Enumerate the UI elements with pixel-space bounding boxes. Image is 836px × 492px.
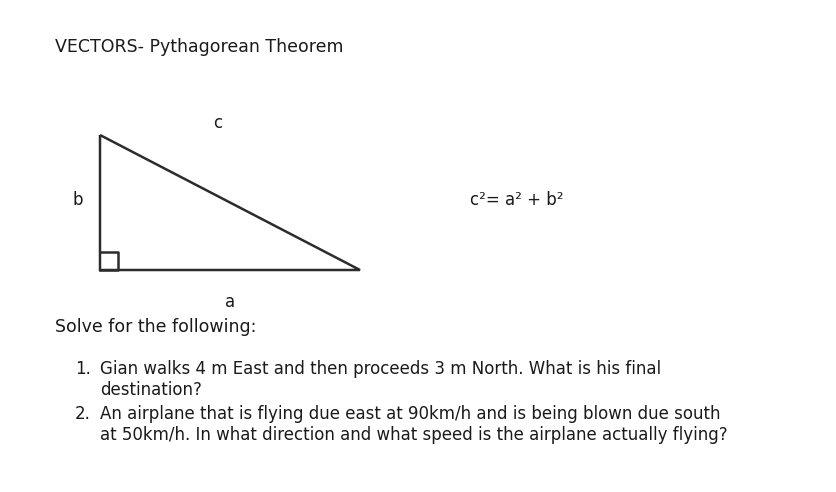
Text: c: c (213, 114, 222, 132)
Text: destination?: destination? (100, 381, 201, 399)
Text: a: a (225, 293, 235, 311)
Text: at 50km/h. In what direction and what speed is the airplane actually flying?: at 50km/h. In what direction and what sp… (100, 426, 727, 444)
Text: Gian walks 4 m East and then proceeds 3 m North. What is his final: Gian walks 4 m East and then proceeds 3 … (100, 360, 661, 378)
Text: VECTORS- Pythagorean Theorem: VECTORS- Pythagorean Theorem (55, 38, 344, 56)
Text: 2.: 2. (75, 405, 91, 423)
Text: 1.: 1. (75, 360, 91, 378)
Text: b: b (73, 191, 84, 209)
Text: An airplane that is flying due east at 90km/h and is being blown due south: An airplane that is flying due east at 9… (100, 405, 721, 423)
Text: c²= a² + b²: c²= a² + b² (470, 191, 563, 209)
Text: Solve for the following:: Solve for the following: (55, 318, 257, 336)
